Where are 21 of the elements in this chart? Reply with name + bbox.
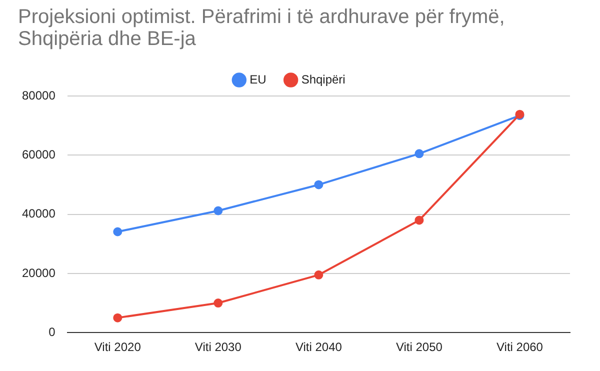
y-tick-label: 40000 bbox=[22, 206, 56, 221]
x-tick-label: Viti 2030 bbox=[194, 340, 242, 354]
x-tick-label: Viti 2040 bbox=[295, 340, 342, 354]
point bbox=[414, 149, 424, 158]
x-tick-label: Viti 2050 bbox=[396, 340, 443, 354]
y-tick-label: 80000 bbox=[22, 88, 56, 102]
x-tick-label: Viti 2020 bbox=[94, 340, 142, 354]
point bbox=[314, 270, 324, 280]
y-tick-label: 0 bbox=[48, 324, 56, 339]
y-tick-label: 60000 bbox=[22, 147, 56, 162]
legend-label: EU bbox=[250, 72, 266, 86]
y-tick-label: 20000 bbox=[22, 266, 56, 280]
chart-title: Projeksioni optimist. Përafrimi i të ardhurave për frymë, Shqipëria dhe BE-ja bbox=[18, 6, 506, 50]
point bbox=[414, 216, 424, 225]
point bbox=[113, 313, 122, 322]
point bbox=[113, 227, 122, 236]
point bbox=[214, 206, 223, 216]
point bbox=[314, 180, 324, 190]
point bbox=[214, 298, 223, 308]
x-tick-label: Viti 2060 bbox=[496, 340, 544, 354]
legend-label: Shqipëri bbox=[301, 72, 346, 86]
